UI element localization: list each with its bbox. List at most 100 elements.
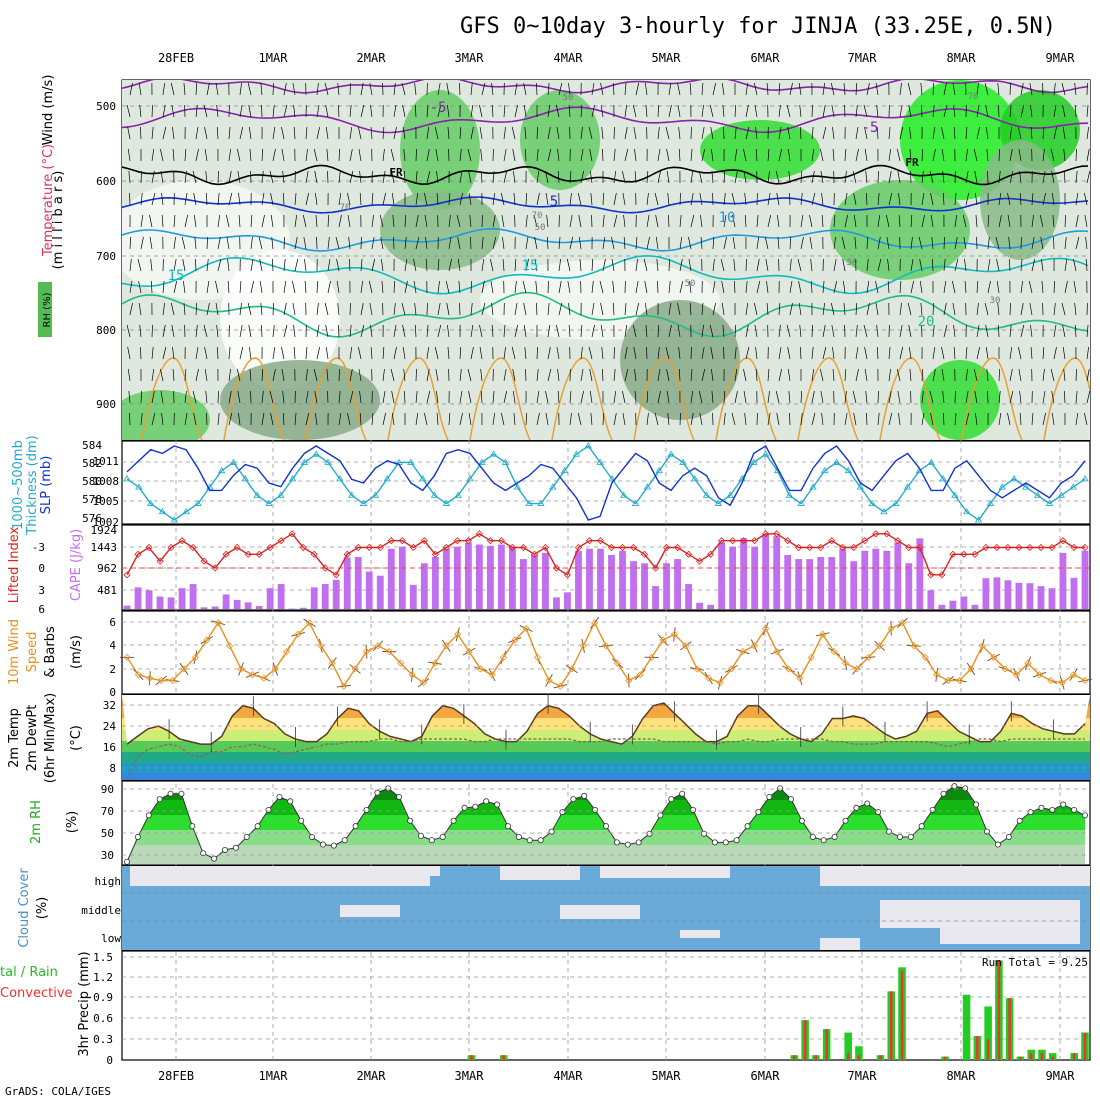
rh-point <box>875 809 882 816</box>
wind-barb <box>404 258 408 272</box>
wind-barb <box>898 412 901 426</box>
wind-barb <box>140 390 142 404</box>
wind-barb <box>1074 324 1077 338</box>
wind-barb <box>248 126 252 140</box>
date-label-top: 3MAR <box>455 51 485 65</box>
wind-barb <box>369 302 373 316</box>
date-label-bottom: 4MAR <box>554 1069 584 1083</box>
lifted-index-point <box>828 537 836 545</box>
wind-barb <box>546 214 549 228</box>
lifted-index-point <box>1037 543 1045 552</box>
cape-bar <box>1026 583 1034 609</box>
wind-barb <box>613 368 616 382</box>
wind-barb <box>998 214 1002 228</box>
rh-point <box>733 837 740 844</box>
wind-barb <box>415 236 420 250</box>
rh-point <box>341 837 348 844</box>
thickness-point <box>537 499 545 506</box>
wind-barb <box>952 302 956 316</box>
lifted-index-point <box>1081 543 1089 552</box>
wind-barb <box>150 258 153 272</box>
wind-barb <box>976 324 980 338</box>
wind-barb <box>316 302 319 316</box>
wind-barb <box>1086 390 1090 404</box>
rh-point <box>265 806 272 813</box>
wind-barb <box>160 368 164 382</box>
cape-bar <box>222 594 230 609</box>
thickness-point <box>146 499 155 506</box>
thickness-point <box>407 458 415 465</box>
rh-tick-label: 90 <box>101 783 114 796</box>
wind-barb <box>942 192 945 206</box>
rh-point <box>156 796 163 803</box>
wind-barb <box>349 126 353 140</box>
lifted-index-point <box>420 537 428 545</box>
date-label-top: 8MAR <box>947 51 977 65</box>
wind-barb <box>1063 368 1066 382</box>
wind-barb <box>591 280 594 294</box>
wind-speed-point <box>499 653 507 661</box>
wind-barb <box>952 280 956 294</box>
wind-speed-point <box>853 665 861 673</box>
wind-speed-point <box>237 665 245 673</box>
contour-label: 5 <box>550 194 558 210</box>
wind-barb <box>678 368 681 382</box>
wind-barb <box>589 148 593 162</box>
wind-barb <box>985 324 989 338</box>
cape-bar <box>475 544 483 609</box>
wind-barb <box>382 390 386 404</box>
wind-barb <box>887 258 890 272</box>
wind-barb <box>930 214 934 228</box>
thickness-point <box>726 491 734 498</box>
wind-speed-point <box>944 676 952 685</box>
wind-speed-point <box>374 642 382 650</box>
wind-barb <box>832 148 835 162</box>
wind-barb <box>140 170 142 184</box>
wind-barb <box>457 258 461 272</box>
wind-barb <box>171 104 175 118</box>
wind-barb <box>863 104 868 118</box>
wind-barb <box>602 368 604 382</box>
cape-bar <box>630 561 637 609</box>
lifted-index-point <box>696 557 704 565</box>
cape-bar <box>663 563 670 609</box>
wind-barb <box>206 82 210 96</box>
wind-barb <box>459 148 462 162</box>
wind-barb <box>184 148 187 162</box>
wind-barb <box>139 324 142 338</box>
wind-barb <box>855 324 858 338</box>
wind-barb <box>997 302 1000 316</box>
wind-barb <box>1020 302 1024 316</box>
rh-point <box>319 841 326 848</box>
contour-label: 20 <box>918 314 935 330</box>
wind-barb <box>712 302 716 316</box>
lifted-index-point <box>409 543 417 552</box>
wind-barb <box>776 192 780 206</box>
cloud-gap <box>940 918 1080 944</box>
wind-barb <box>910 258 914 272</box>
wind-barb <box>313 368 318 382</box>
wind-barb <box>612 302 615 316</box>
wind-barb <box>547 302 550 316</box>
wind-speed-point <box>990 653 998 661</box>
precip-total-bar <box>984 1006 992 1060</box>
wind-barb <box>327 280 331 294</box>
wind-barb <box>600 104 604 118</box>
thickness-point <box>785 491 794 498</box>
rh-point <box>886 828 893 835</box>
wind-barb <box>503 368 507 382</box>
wind-barb <box>459 126 462 140</box>
wind-barb <box>184 192 188 206</box>
wind-barb <box>545 192 549 206</box>
wind-barb <box>1086 346 1090 360</box>
wind-barb <box>382 368 385 382</box>
wind-barb <box>778 302 781 316</box>
date-label-bottom: 5MAR <box>652 1069 682 1083</box>
wind-barb <box>624 324 628 338</box>
wind-barb <box>800 170 802 184</box>
rh-point <box>962 785 969 792</box>
lifted-index-point <box>629 543 638 552</box>
wind-barb <box>580 390 584 404</box>
thickness-point <box>560 466 569 474</box>
wind-barb <box>481 258 485 272</box>
